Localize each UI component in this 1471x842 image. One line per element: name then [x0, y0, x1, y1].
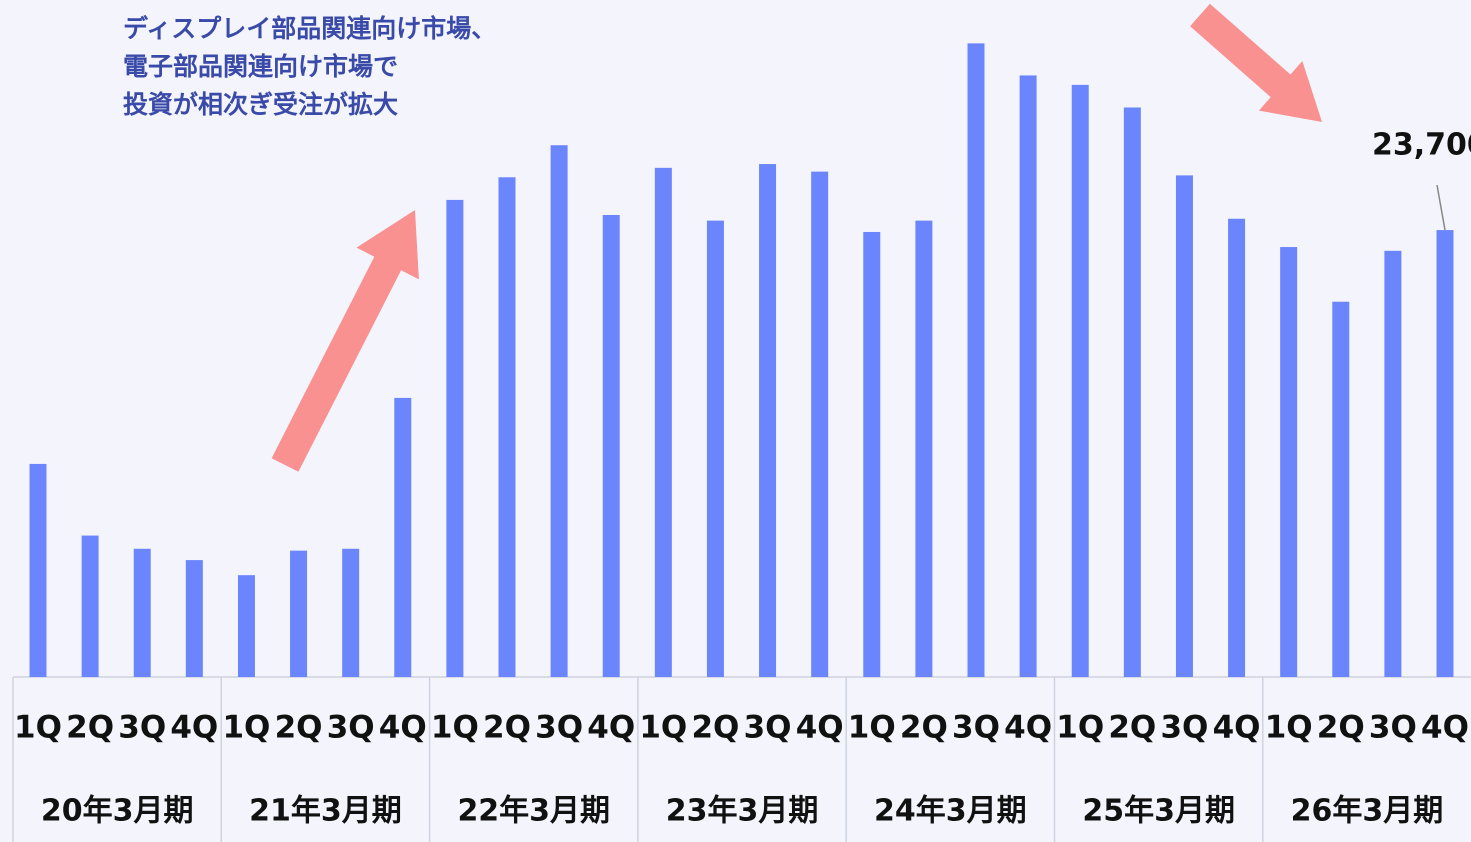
group-label: 25年3月期	[1082, 794, 1235, 829]
x-tick-label: 1Q	[639, 710, 687, 746]
x-tick-label: 4Q	[1004, 710, 1052, 746]
leader-line	[1436, 184, 1446, 231]
arrow-down	[1190, 3, 1322, 123]
group-label: 23年3月期	[666, 794, 819, 829]
x-tick-label: 2Q	[691, 710, 739, 746]
bar	[446, 199, 464, 677]
group-label: 20年3月期	[41, 794, 194, 829]
x-tick-label: 1Q	[222, 710, 270, 746]
x-tick-label: 3Q	[1160, 710, 1208, 746]
x-tick-label: 2Q	[66, 710, 114, 746]
x-tick-label: 4Q	[1213, 710, 1261, 746]
x-tick-label: 2Q	[483, 710, 531, 746]
x-tick-label: 3Q	[952, 710, 1000, 746]
bar	[81, 535, 99, 677]
x-tick-label: 3Q	[744, 710, 792, 746]
x-tick-label: 4Q	[170, 710, 218, 746]
bar	[1019, 75, 1037, 677]
bar	[1332, 301, 1350, 677]
bar	[1071, 84, 1089, 678]
bar	[1436, 230, 1454, 678]
x-tick-label: 4Q	[587, 710, 635, 746]
bar	[29, 463, 47, 677]
bar	[394, 397, 412, 677]
bar	[550, 145, 568, 678]
bar	[237, 575, 255, 677]
x-tick-label: 3Q	[327, 710, 375, 746]
x-tick-label: 1Q	[431, 710, 479, 746]
x-tick-label: 1Q	[1265, 710, 1313, 746]
bar	[498, 177, 516, 677]
bar	[654, 167, 672, 678]
annotation-line: ディスプレイ部品関連向け市場、	[123, 14, 496, 43]
x-tick-label: 2Q	[1108, 710, 1156, 746]
group-label: 22年3月期	[457, 794, 610, 829]
bar	[1384, 250, 1402, 677]
x-tick-label: 1Q	[848, 710, 896, 746]
x-tick-label: 2Q	[1317, 710, 1365, 746]
bar	[915, 220, 933, 677]
bar	[1175, 175, 1193, 677]
bar	[967, 43, 985, 677]
bar	[706, 220, 724, 677]
bar	[185, 560, 203, 677]
x-tick-label: 3Q	[535, 710, 583, 746]
annotation-line: 投資が相次ぎ受注が拡大	[123, 90, 398, 119]
x-tick-label: 2Q	[275, 710, 323, 746]
group-label: 21年3月期	[249, 794, 402, 829]
group-label: 24年3月期	[874, 794, 1027, 829]
bar	[342, 548, 360, 677]
annotation-line: 電子部品関連向け市場で	[123, 52, 398, 81]
bar	[811, 171, 829, 677]
x-tick-label: 4Q	[796, 710, 844, 746]
x-tick-label: 1Q	[1056, 710, 1104, 746]
group-label: 26年3月期	[1291, 794, 1444, 829]
bar	[759, 164, 777, 677]
bar	[863, 231, 881, 678]
x-tick-label: 3Q	[118, 710, 166, 746]
bar	[133, 548, 151, 677]
category-frame	[12, 676, 1471, 842]
x-tick-label: 4Q	[379, 710, 427, 746]
x-tick-label: 3Q	[1369, 710, 1417, 746]
x-tick-label: 2Q	[900, 710, 948, 746]
bar	[1123, 107, 1141, 678]
value-label: 23,700	[1372, 128, 1471, 163]
bar	[602, 214, 620, 677]
bar	[1280, 247, 1298, 677]
bar	[290, 550, 308, 677]
arrow-up	[271, 210, 419, 472]
x-tick-label: 1Q	[14, 710, 62, 746]
bar	[1228, 218, 1246, 678]
x-tick-label: 4Q	[1421, 710, 1469, 746]
